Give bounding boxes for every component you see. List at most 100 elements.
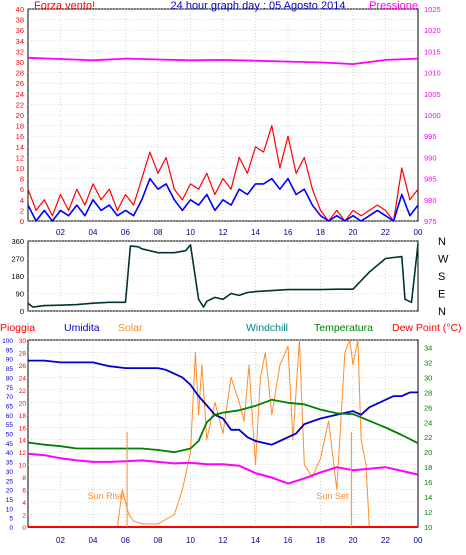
climate-x-tick: 14	[251, 536, 260, 545]
wind-y-tick: 28	[16, 69, 24, 78]
pressure-y-tick: 1005	[424, 90, 441, 99]
humidity-y-tick: 100	[2, 338, 13, 345]
humidity-y-tick: 80	[6, 375, 14, 382]
climate-x-tick: 02	[56, 536, 65, 545]
humidity-y-tick: 20	[6, 488, 14, 495]
wind-y-tick: 0	[20, 217, 24, 226]
wind-y-tick: 20	[16, 111, 24, 120]
wind-x-tick: 14	[251, 228, 260, 237]
temp-y-tick: 20	[424, 448, 432, 457]
climate-x-tick: 04	[89, 536, 98, 545]
direction-y-tick: 180	[11, 272, 24, 281]
wind-y-tick: 14	[16, 143, 24, 152]
rain-y-tick: 4	[22, 500, 26, 507]
humidity-y-tick: 0	[9, 525, 13, 532]
wind-y-tick: 22	[16, 100, 24, 109]
humidity-y-tick: 95	[6, 347, 14, 354]
temp-y-tick: 24	[424, 418, 432, 427]
wind-y-tick: 10	[16, 164, 24, 173]
temp-y-tick: 12	[424, 508, 432, 517]
humidity-y-tick: 90	[6, 357, 14, 364]
humidity-y-tick: 75	[6, 385, 14, 392]
humidity-y-tick: 50	[6, 432, 14, 439]
chart-title: 24 hour graph day : 05 Agosto 2014	[171, 0, 346, 12]
compass-label: N	[438, 236, 446, 248]
wind-y-tick: 38	[16, 16, 24, 25]
humidity-y-tick: 30	[6, 469, 14, 476]
climate-x-tick: 00	[414, 536, 423, 545]
wind-y-tick: 18	[16, 122, 24, 131]
pressure-y-tick: 1020	[424, 26, 441, 35]
climate-x-tick: 22	[381, 536, 390, 545]
pressure-y-tick: 985	[424, 175, 437, 184]
pressure-axis-label: Pressione	[369, 0, 418, 12]
temp-y-tick: 10	[424, 523, 432, 532]
climate-x-tick: 10	[186, 536, 195, 545]
pressure-line	[27, 56, 419, 65]
humidity-y-tick: 15	[6, 497, 14, 504]
sun-annotation: Sun Rise	[88, 491, 125, 501]
humidity-y-tick: 85	[6, 366, 14, 373]
wind-x-tick: 02	[56, 228, 65, 237]
rain-y-tick: 8	[22, 475, 26, 482]
pressure-y-tick: 990	[424, 153, 437, 162]
wind-y-tick: 30	[16, 58, 24, 67]
wind-y-tick: 32	[16, 47, 24, 56]
direction-y-tick: 360	[11, 237, 24, 246]
direction-y-tick: 270	[11, 255, 24, 264]
climate-x-tick: 06	[121, 536, 130, 545]
pressure-y-tick: 1015	[424, 47, 441, 56]
temp-y-tick: 30	[424, 373, 432, 382]
direction-y-tick: 90	[16, 290, 24, 299]
humidity-y-tick: 45	[6, 441, 14, 448]
climate-x-tick: 12	[219, 536, 228, 545]
climate-series-label: Windchill	[246, 322, 288, 334]
humidity-y-tick: 40	[6, 450, 14, 457]
pressure-y-tick: 1010	[424, 69, 441, 78]
temp-y-tick: 16	[424, 478, 432, 487]
pressure-y-tick: 1025	[424, 5, 441, 14]
climate-series-label: Umidita	[64, 322, 100, 334]
wind-y-tick: 36	[16, 26, 24, 35]
temp-y-tick: 34	[424, 343, 432, 352]
wind-x-tick: 12	[219, 228, 228, 237]
wind-y-tick: 16	[16, 132, 24, 141]
wind-avg-line	[27, 177, 419, 222]
rain-y-tick: 12	[19, 450, 27, 457]
wind-y-tick: 26	[16, 79, 24, 88]
rain-y-tick: 30	[19, 338, 27, 345]
wind-y-tick: 34	[16, 37, 24, 46]
wind-y-tick: 40	[16, 5, 24, 14]
humidity-y-tick: 35	[6, 460, 14, 467]
temp-y-tick: 32	[424, 358, 432, 367]
compass-label: W	[438, 254, 449, 266]
rain-y-tick: 26	[19, 363, 27, 370]
wind-x-tick: 00	[414, 228, 423, 237]
climate-x-tick: 20	[349, 536, 358, 545]
compass-label: S	[438, 271, 445, 283]
humidity-y-tick: 65	[6, 403, 14, 410]
compass-label: N	[438, 306, 446, 318]
solar-line	[28, 339, 418, 528]
wind-x-tick: 08	[154, 228, 163, 237]
rain-y-tick: 0	[22, 525, 26, 532]
temp-y-tick: 28	[424, 388, 432, 397]
climate-series-label: Dew Point (°C)	[392, 322, 462, 334]
temp-y-tick: 26	[424, 403, 432, 412]
climate-x-tick: 18	[316, 536, 325, 545]
compass-label: E	[438, 289, 445, 301]
climate-x-tick: 16	[284, 536, 293, 545]
rain-y-tick: 6	[22, 488, 26, 495]
pressure-y-tick: 980	[424, 196, 437, 205]
rain-y-tick: 2	[22, 513, 26, 520]
wind-direction-line	[27, 243, 419, 308]
climate-series-label: Pioggia	[0, 322, 35, 334]
wind-axis-label: Forza vento!	[34, 0, 95, 12]
climate-series-label: Solar	[118, 322, 143, 334]
rain-y-tick: 24	[19, 375, 27, 382]
pressure-y-tick: 1000	[424, 111, 441, 120]
rain-y-tick: 28	[19, 350, 27, 357]
wind-y-tick: 12	[16, 153, 24, 162]
